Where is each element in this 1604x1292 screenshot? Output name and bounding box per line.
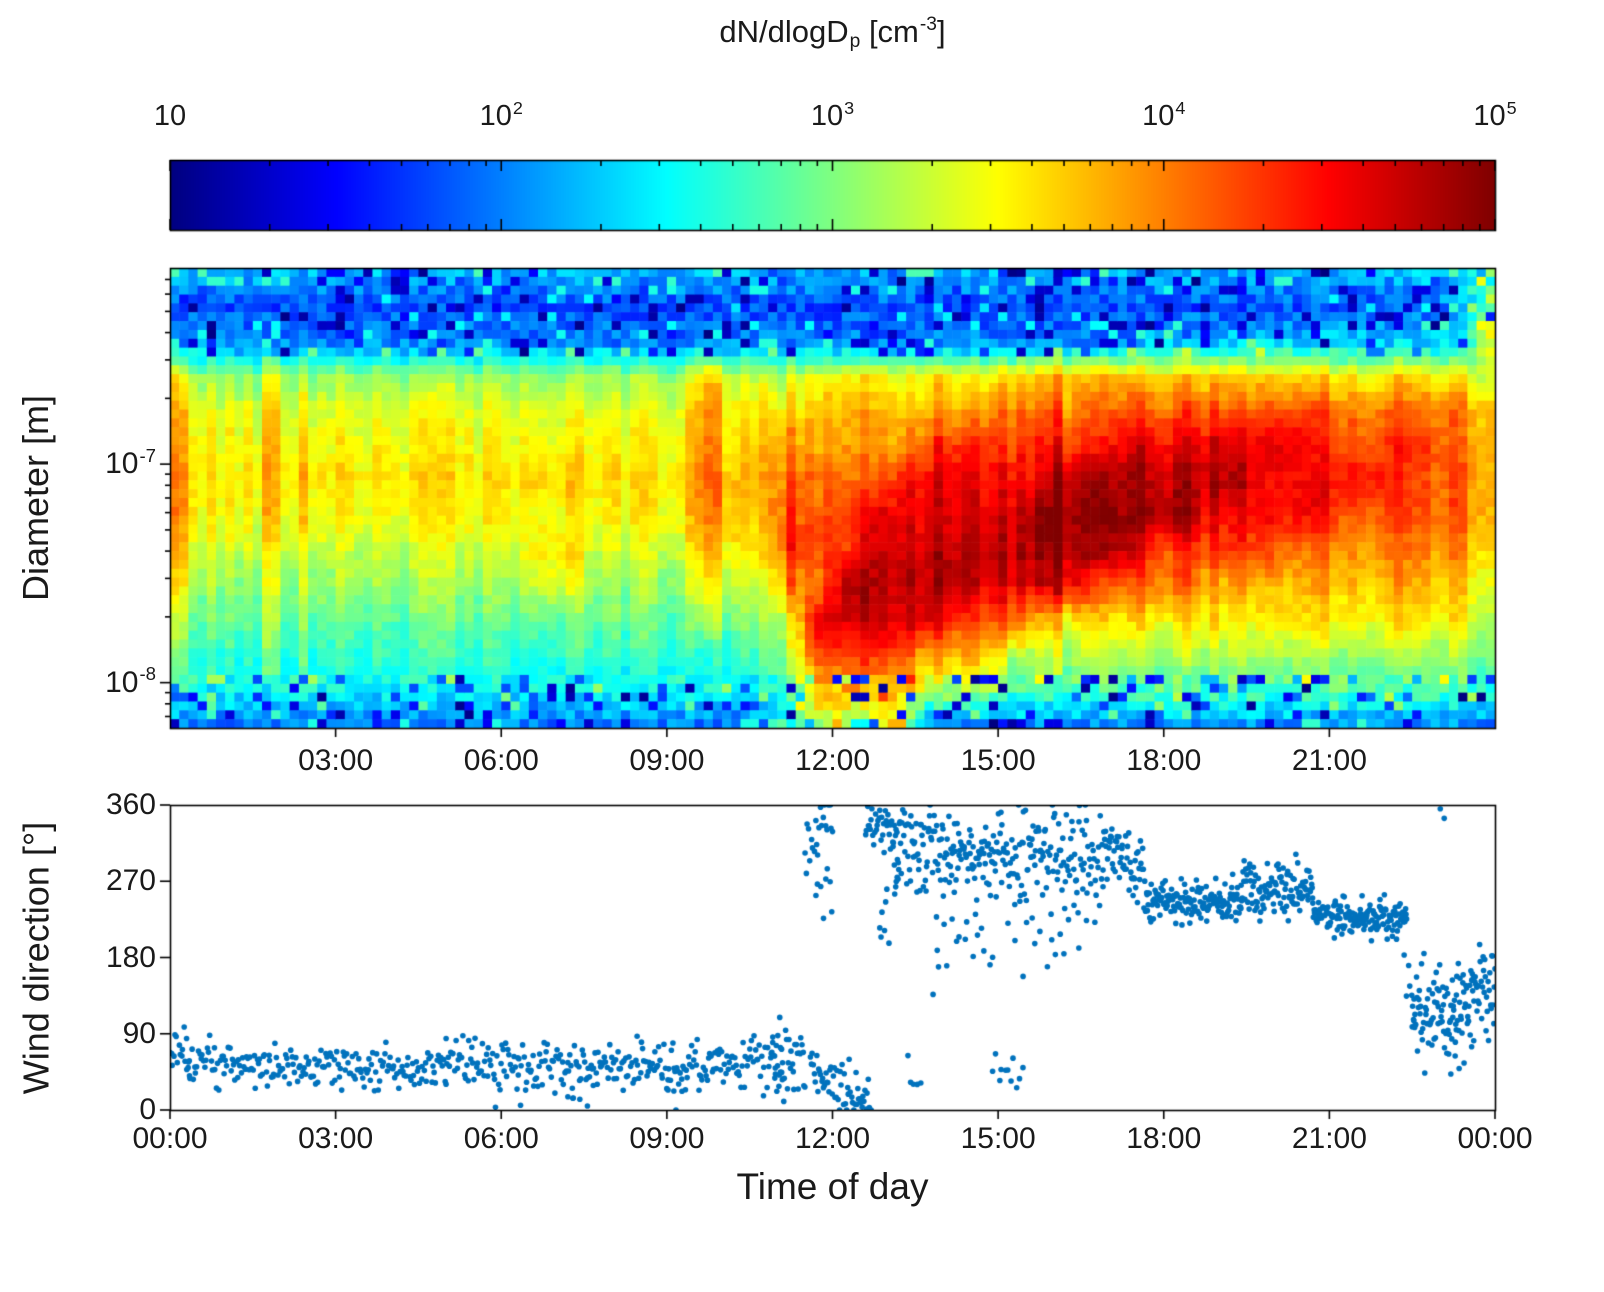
colorbar-title: dN/dlogDp [cm-3] (719, 14, 946, 53)
scatter-ytick-label: 180 (105, 940, 156, 974)
scatter-xtick-label: 03:00 (298, 1122, 374, 1155)
heatmap-xtick-label: 12:00 (794, 744, 871, 777)
size-distribution-heatmap (170, 268, 1495, 728)
scatter-xtick-label: 18:00 (1126, 1122, 1202, 1155)
heatmap-xtick-label: 06:00 (463, 744, 539, 777)
heatmap-ytick-label: 10-8 (105, 663, 156, 699)
colorbar-tick-label: 102 (479, 97, 523, 132)
colorbar-gradient (170, 160, 1495, 230)
heatmap-xtick-label: 21:00 (1291, 744, 1367, 777)
scatter-xtick-label: 00:00 (132, 1122, 208, 1155)
heatmap-y-axis-title-text: Diameter [m] (15, 394, 57, 602)
scatter-xtick-label: 06:00 (463, 1122, 539, 1155)
scatter-ytick-label: 360 (105, 788, 156, 821)
scatter-ytick-label: 0 (139, 1093, 156, 1126)
scatter-xtick-label: 09:00 (629, 1122, 705, 1155)
scatter-xtick-label: 15:00 (960, 1122, 1036, 1155)
colorbar-tick-label: 10 (153, 100, 187, 132)
heatmap-y-axis-title: Diameter [m] (6, 268, 66, 728)
heatmap-xtick-label: 18:00 (1126, 744, 1202, 777)
scatter-xtick-label: 00:00 (1457, 1122, 1533, 1155)
superscript: -3 (919, 14, 937, 36)
x-axis-title: Time of day (736, 1166, 929, 1207)
heatmap-xtick-label: 09:00 (629, 744, 705, 777)
scatter-ytick-label: 90 (122, 1016, 156, 1050)
colorbar-tick-label: 105 (1473, 97, 1517, 132)
scatter-xtick-label: 21:00 (1291, 1122, 1367, 1155)
heatmap-ytick-label: 10-7 (105, 444, 156, 481)
scatter-ytick-label: 270 (105, 864, 156, 898)
colorbar-tick-label: 103 (810, 97, 855, 132)
wind-direction-scatter (170, 805, 1495, 1110)
heatmap-xtick-label: 03:00 (298, 744, 374, 777)
colorbar-tick-label: 104 (1142, 97, 1186, 132)
subscript: p (849, 31, 861, 53)
heatmap-xtick-label: 15:00 (960, 744, 1036, 777)
scatter-xtick-label: 12:00 (794, 1122, 871, 1155)
